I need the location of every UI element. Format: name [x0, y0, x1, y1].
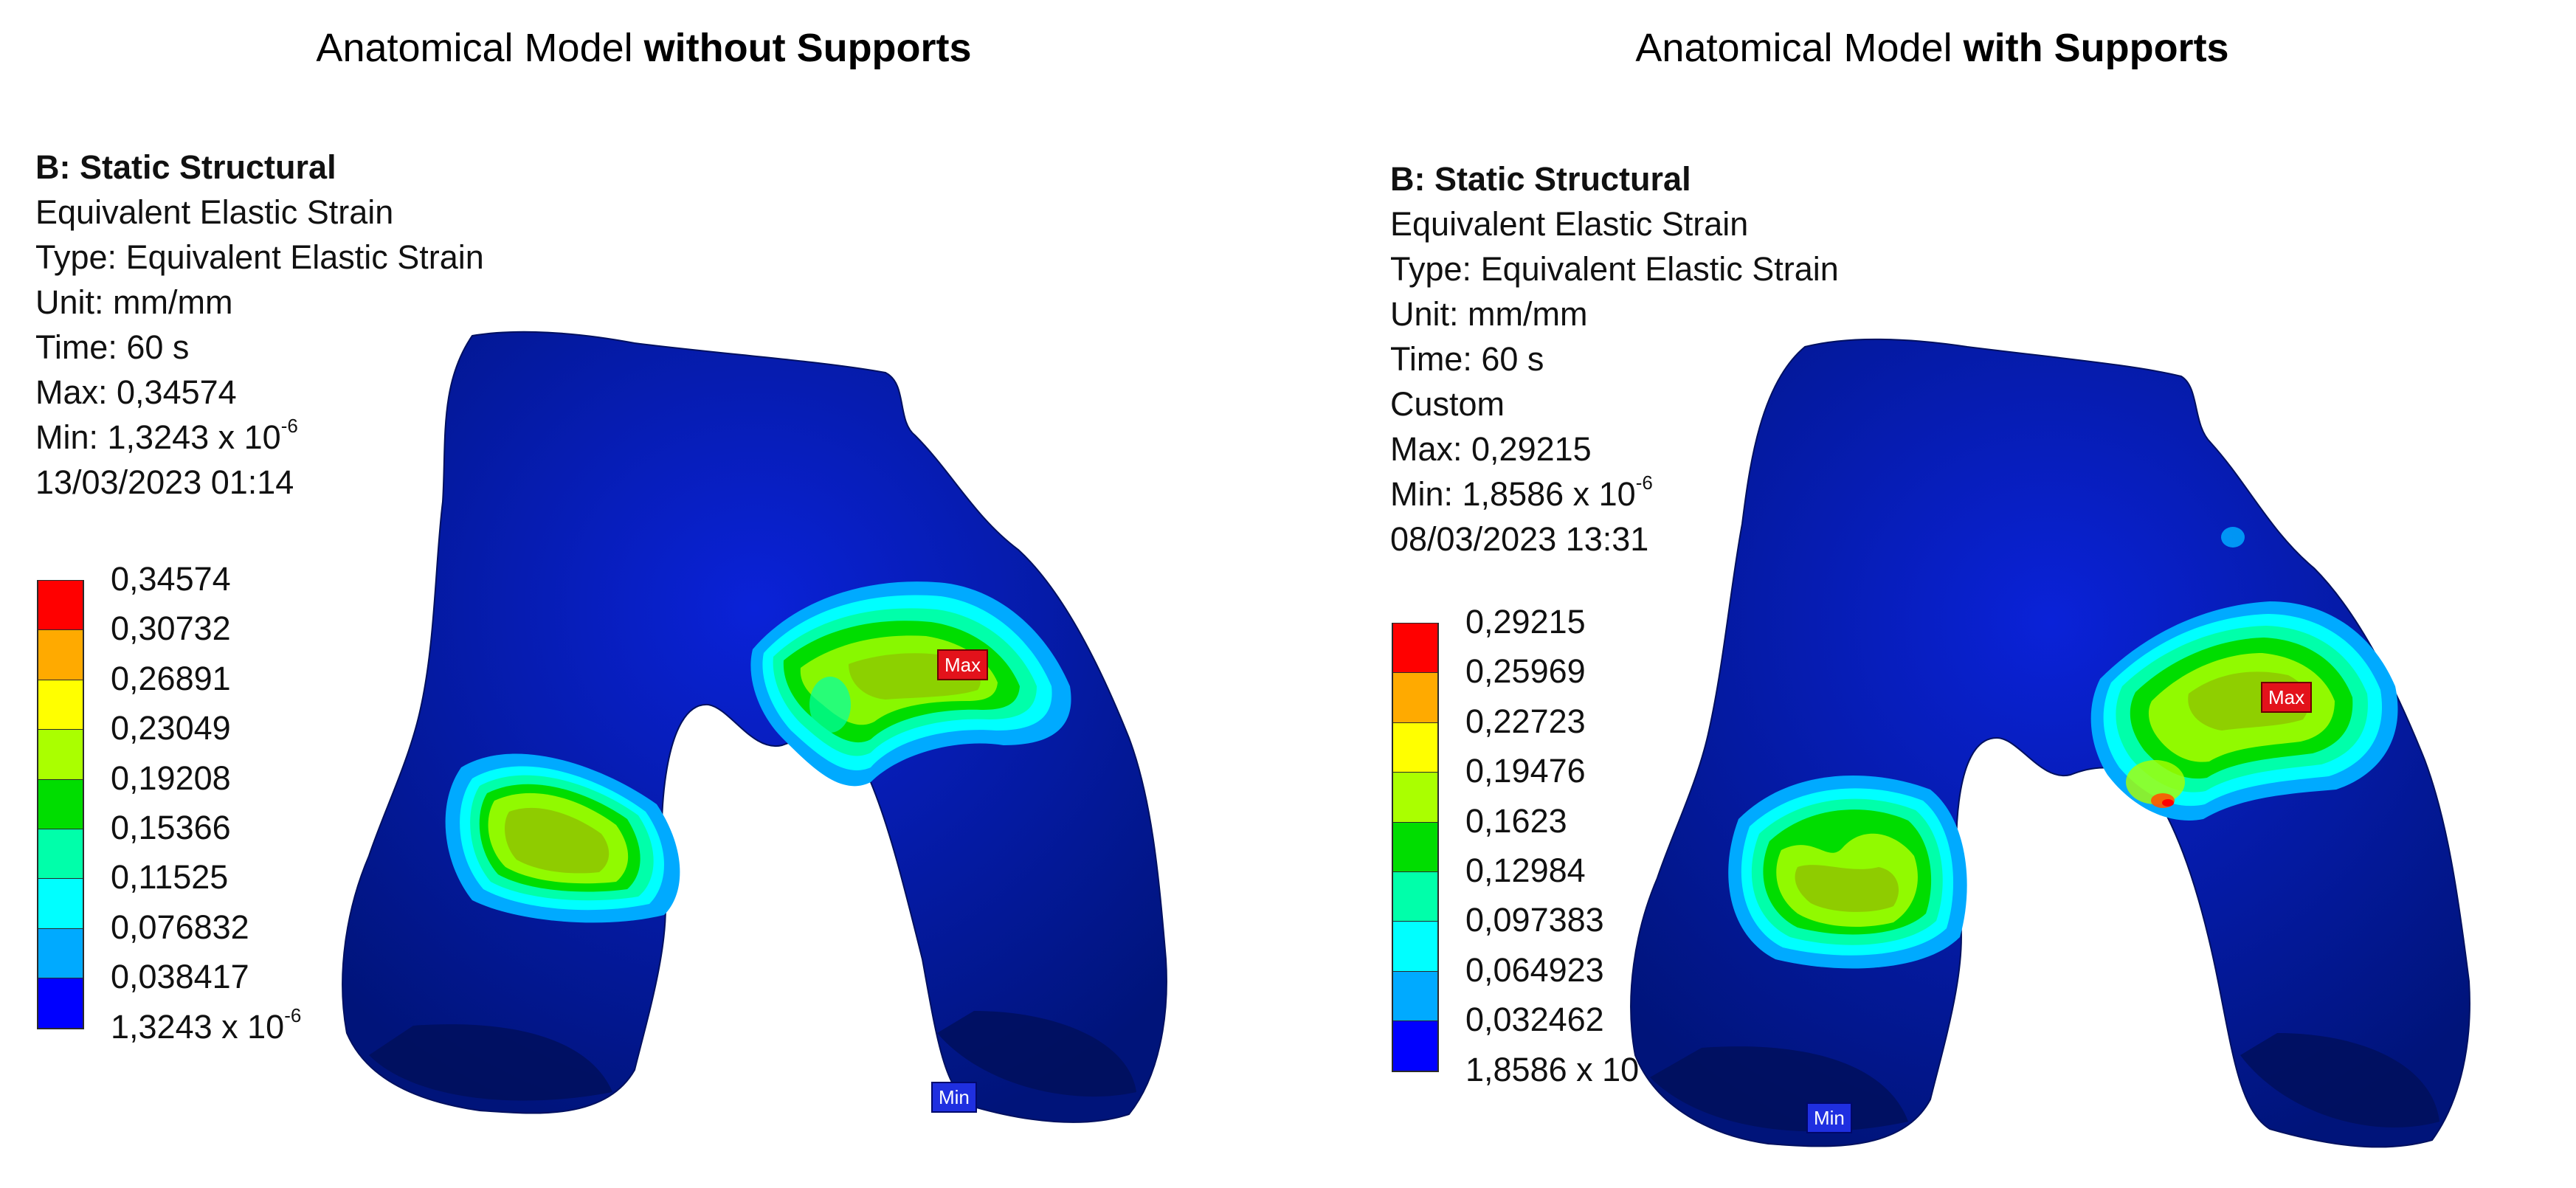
probe-max-label: Max	[2261, 682, 2313, 713]
legend-swatch	[1393, 1020, 1437, 1071]
result-min: Min: 1,8586 x 10-6	[1390, 472, 1839, 517]
panel-without-supports: Anatomical Model without Supports B: Sta…	[0, 25, 1288, 1123]
legend-label: 0,30732	[111, 609, 231, 648]
legend-swatch	[38, 729, 83, 779]
heading-plain: Anatomical Model	[316, 26, 644, 70]
legend-swatch	[38, 778, 83, 829]
legend-label: 0,29215	[1465, 603, 1586, 640]
legend-labels: 0,34574 0,30732 0,26891 0,23049 0,19208 …	[111, 562, 301, 1060]
legend-label: 0,076832	[111, 908, 249, 946]
result-name: Equivalent Elastic Strain	[1390, 205, 1749, 243]
result-custom: Custom	[1390, 385, 1505, 423]
legend-label: 0,064923	[1465, 950, 1604, 989]
legend-label: 0,25969	[1465, 652, 1586, 691]
legend-swatch	[1393, 722, 1437, 773]
legend-swatch	[38, 978, 83, 1028]
result-time: Time: 60 s	[35, 328, 190, 366]
legend-swatch	[38, 679, 83, 730]
heading-bold: with Supports	[1963, 26, 2229, 70]
legend-min-prefix: 1,3243 x 10	[111, 1007, 285, 1046]
legend-color-bar	[1392, 623, 1439, 1072]
result-min-exponent: -6	[280, 415, 298, 437]
legend-swatch	[38, 928, 83, 978]
legend-swatch	[38, 828, 83, 879]
result-info: B: Static Structural Equivalent Elastic …	[35, 145, 484, 505]
panel-with-supports: Anatomical Model with Supports B: Static…	[1288, 0, 2576, 1188]
legend-label: 0,038417	[111, 958, 249, 996]
legend-label: 0,22723	[1465, 702, 1586, 740]
result-date: 13/03/2023 01:14	[35, 463, 294, 501]
heading-bold: without Supports	[643, 26, 972, 70]
legend-label-min: 1,3243 x 10-6	[111, 1006, 301, 1060]
legend-min-exponent: -6	[284, 1004, 302, 1026]
legend-swatch	[1393, 921, 1437, 971]
femur-body	[342, 331, 1167, 1123]
result-unit: Unit: mm/mm	[35, 283, 233, 321]
result-type: Type: Equivalent Elastic Strain	[35, 238, 484, 276]
result-type: Type: Equivalent Elastic Strain	[1390, 250, 1839, 288]
panel-heading: Anatomical Model with Supports	[1288, 25, 2576, 71]
probe-max-text: Max	[945, 654, 981, 676]
legend-color-bar	[37, 580, 84, 1029]
panel-heading: Anatomical Model without Supports	[0, 25, 1288, 71]
result-info: B: Static Structural Equivalent Elastic …	[1390, 156, 1839, 562]
result-min-prefix: Min: 1,3243 x 10	[35, 418, 281, 456]
legend-label: 0,19208	[111, 759, 231, 797]
probe-min-text: Min	[939, 1086, 970, 1108]
legend-swatch	[1393, 871, 1437, 922]
heading-plain: Anatomical Model	[1635, 26, 1964, 70]
result-unit: Unit: mm/mm	[1390, 295, 1588, 333]
legend-swatch	[38, 580, 83, 630]
legend-swatch	[38, 629, 83, 680]
strain-spot-small	[2221, 527, 2245, 548]
shadow-left-condyle	[369, 1024, 612, 1101]
legend-label: 0,1623	[1465, 801, 1567, 840]
probe-min-text: Min	[1814, 1107, 1845, 1129]
legend-label: 0,26891	[111, 659, 231, 697]
legend-label: 0,12984	[1465, 851, 1586, 889]
legend-min-prefix: 1,8586 x 10	[1465, 1050, 1640, 1088]
result-max: Max: 0,29215	[1390, 430, 1592, 468]
probe-max-label: Max	[937, 649, 989, 680]
shadow-right-condyle	[2240, 1033, 2439, 1127]
result-name: Equivalent Elastic Strain	[35, 193, 394, 231]
legend-label: 0,34574	[111, 560, 231, 598]
result-date: 08/03/2023 13:31	[1390, 520, 1649, 558]
result-min: Min: 1,3243 x 10-6	[35, 415, 484, 460]
shadow-right-condyle	[937, 1011, 1136, 1097]
result-time: Time: 60 s	[1390, 340, 1544, 378]
result-min-prefix: Min: 1,8586 x 10	[1390, 475, 1636, 513]
legend-swatch	[38, 878, 83, 928]
probe-min-label: Min	[931, 1082, 977, 1113]
femur-strain-contour-model	[1630, 338, 2470, 1148]
legend-swatch	[1393, 772, 1437, 822]
strain-hotspot-right	[750, 581, 1071, 787]
result-min-exponent: -6	[1635, 472, 1653, 494]
legend-label: 0,11525	[111, 858, 229, 897]
femur-strain-contour-model	[342, 331, 1167, 1123]
strain-hotspot-left	[1728, 775, 1967, 969]
strain-hotspot-left	[445, 753, 680, 923]
legend-swatch	[1393, 623, 1437, 673]
legend-labels: 0,29215 0,25969 0,22723 0,19476 0,1623 0…	[1465, 603, 1656, 1102]
legend-swatch	[1393, 821, 1437, 871]
probe-max-text: Max	[2268, 686, 2305, 708]
legend-label: 0,032462	[1465, 1001, 1604, 1039]
legend-label: 0,15366	[111, 808, 231, 846]
legend-label: 0,23049	[111, 709, 231, 747]
probe-min-label: Min	[1806, 1102, 1852, 1133]
legend-swatch	[1393, 970, 1437, 1021]
legend-swatch	[1393, 672, 1437, 722]
analysis-title: B: Static Structural	[35, 148, 336, 186]
analysis-title: B: Static Structural	[1390, 160, 1691, 198]
legend-label: 0,19476	[1465, 752, 1586, 790]
legend-label: 0,097383	[1465, 901, 1604, 939]
result-max: Max: 0,34574	[35, 373, 237, 411]
